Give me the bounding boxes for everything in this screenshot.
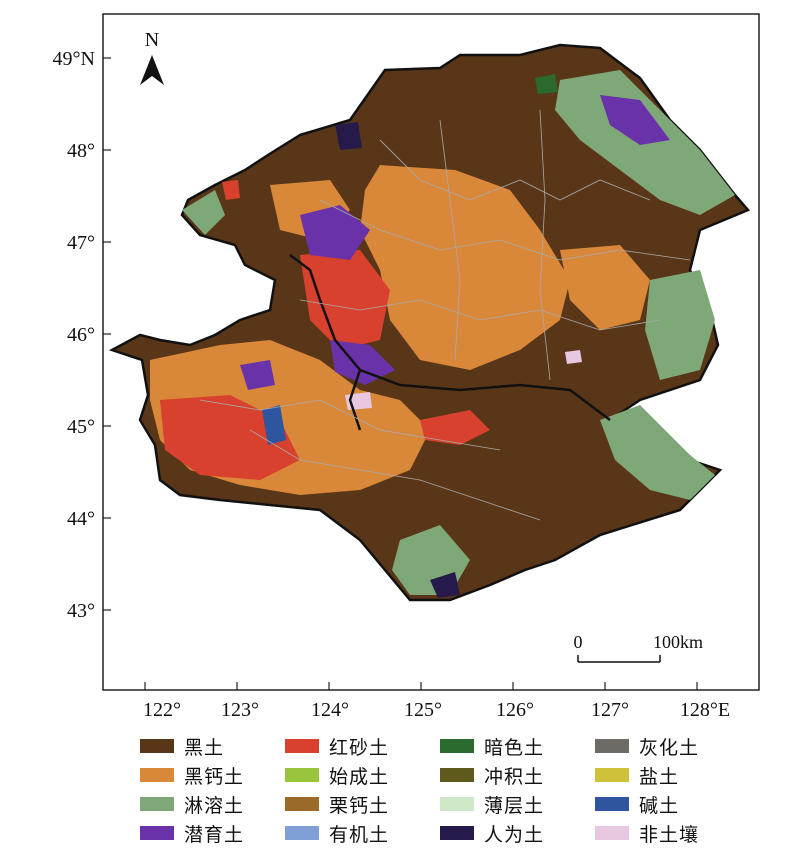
legend-item: 有机土: [285, 822, 390, 846]
lon-tick-label: 127°: [591, 699, 629, 721]
legend-label: 潜育土: [184, 823, 245, 846]
scale-end-label: 100km: [653, 632, 703, 652]
legend-swatch: [140, 768, 174, 782]
lat-tick-label: 48°: [67, 140, 95, 162]
legend-swatch: [140, 739, 174, 753]
lon-tick-label: 128°E: [680, 699, 730, 721]
legend-item: 栗钙土: [285, 793, 390, 817]
lat-tick-label: 46°: [67, 324, 95, 346]
lat-tick-label: 47°: [67, 232, 95, 254]
legend-label: 冲积土: [484, 765, 545, 788]
legend-label: 黑钙土: [184, 765, 245, 788]
lon-tick-label: 124°: [311, 699, 349, 721]
gleysol-patches: [240, 95, 670, 390]
legend-swatch: [595, 768, 629, 782]
legend-label: 暗色土: [484, 736, 545, 759]
legend-swatch: [440, 826, 474, 840]
legend-swatch: [595, 797, 629, 811]
legend-label: 盐土: [639, 765, 680, 788]
legend-swatch: [440, 739, 474, 753]
legend-swatch: [285, 739, 319, 753]
legend-item: 碱土: [595, 793, 680, 817]
legend-item: 灰化土: [595, 735, 700, 759]
legend-label: 人为土: [484, 823, 545, 846]
legend-swatch: [285, 797, 319, 811]
red-sandy-soil-patches: [160, 180, 490, 480]
legend-swatch: [285, 768, 319, 782]
lon-tick-label: 123°: [221, 699, 259, 721]
north-label: N: [145, 29, 159, 51]
lat-tick-label: 44°: [67, 508, 95, 530]
sodic-soil-patches: [262, 405, 286, 445]
anthrosol-patches: [335, 122, 460, 598]
legend-swatch: [140, 826, 174, 840]
legend-label: 有机土: [329, 823, 390, 846]
legend: 黑土 黑钙土 淋溶土 潜育土 红砂土 始成土 栗钙土 有机土 暗色土 冲积土 薄…: [140, 735, 740, 860]
legend-swatch: [595, 826, 629, 840]
legend-label: 薄层土: [484, 794, 545, 817]
legend-label: 黑土: [184, 736, 225, 759]
legend-swatch: [440, 768, 474, 782]
legend-item: 人为土: [440, 822, 545, 846]
legend-swatch: [140, 797, 174, 811]
legend-label: 碱土: [639, 794, 680, 817]
longitude-axis: [144, 682, 698, 690]
dark-soil-patches: [535, 74, 558, 94]
legend-label: 淋溶土: [184, 794, 245, 817]
legend-swatch: [440, 797, 474, 811]
scale-bar: [577, 655, 661, 663]
legend-item: 非土壤: [595, 822, 700, 846]
legend-label: 始成土: [329, 765, 390, 788]
lat-tick-label: 45°: [67, 416, 95, 438]
legend-item: 红砂土: [285, 735, 390, 759]
legend-item: 黑钙土: [140, 764, 245, 788]
lat-tick-label: 49°N: [53, 48, 95, 70]
legend-swatch: [285, 826, 319, 840]
legend-item: 黑土: [140, 735, 225, 759]
legend-item: 暗色土: [440, 735, 545, 759]
legend-item: 盐土: [595, 764, 680, 788]
lon-tick-label: 126°: [496, 699, 534, 721]
latitude-axis: [103, 57, 111, 611]
legend-item: 始成土: [285, 764, 390, 788]
lon-tick-label: 125°: [404, 699, 442, 721]
legend-item: 潜育土: [140, 822, 245, 846]
legend-item: 薄层土: [440, 793, 545, 817]
legend-swatch: [595, 739, 629, 753]
lon-tick-label: 122°: [143, 699, 181, 721]
legend-item: 淋溶土: [140, 793, 245, 817]
legend-item: 冲积土: [440, 764, 545, 788]
legend-label: 栗钙土: [329, 794, 390, 817]
legend-label: 灰化土: [639, 736, 700, 759]
lat-tick-label: 43°: [67, 600, 95, 622]
province-boundaries: [289, 254, 611, 431]
scale-start-label: 0: [574, 632, 583, 652]
north-arrow-icon: N: [140, 29, 164, 85]
county-boundaries: [199, 109, 691, 521]
legend-label: 红砂土: [329, 736, 390, 759]
legend-label: 非土壤: [639, 823, 700, 846]
